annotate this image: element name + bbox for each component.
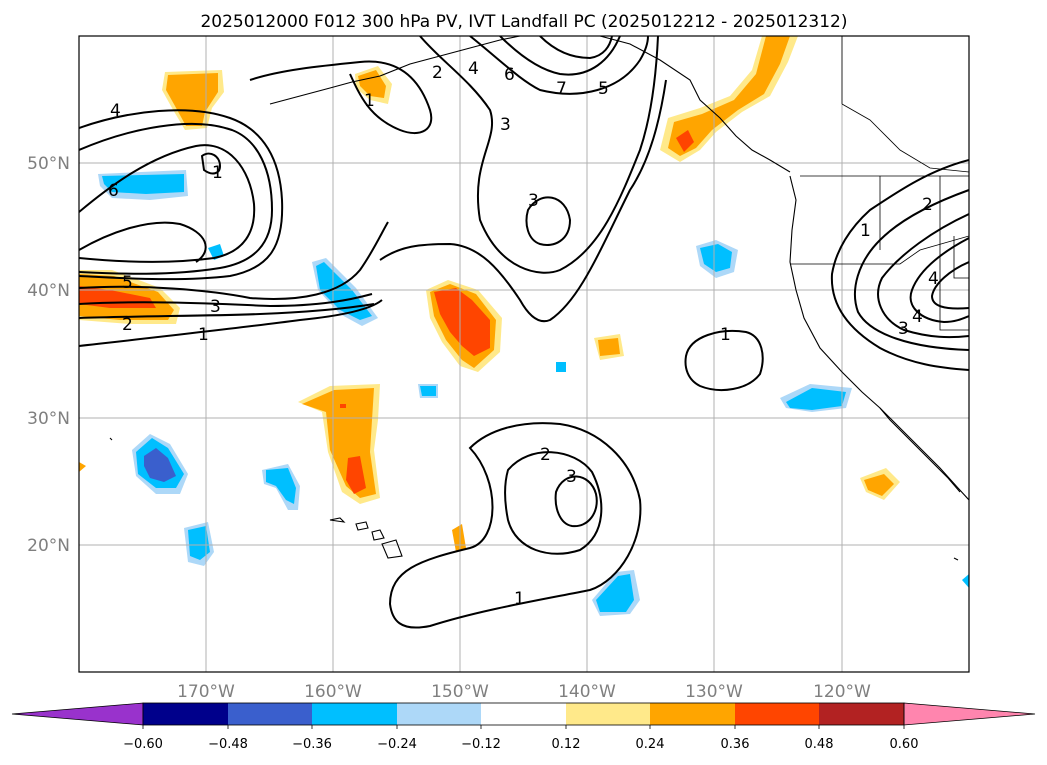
lon-label: 150°W xyxy=(431,682,489,702)
contour-label: 1 xyxy=(514,589,525,609)
contour-label: 2 xyxy=(922,195,933,215)
negative-anomaly-region xyxy=(556,362,566,372)
latitude-labels: 50°N 40°N 30°N 20°N xyxy=(27,154,70,556)
lon-label: 130°W xyxy=(685,682,743,702)
positive-anomaly-region xyxy=(864,474,894,496)
colorbar-segment xyxy=(143,703,228,725)
colorbar-tick-label: −0.36 xyxy=(292,737,332,752)
colorbar-extend-high xyxy=(903,702,1036,726)
colorbar-tick-label: 0.48 xyxy=(805,737,834,752)
positive-anomaly-region xyxy=(79,462,86,472)
longitude-labels: 170°W 160°W 150°W 140°W 130°W 120°W xyxy=(177,682,871,702)
lat-label: 20°N xyxy=(27,536,70,556)
colorbar-tick-label: −0.12 xyxy=(461,737,501,752)
negative-anomaly-region xyxy=(144,448,176,482)
map-panel: 4 1 6 5 2 3 1 1 2 4 6 7 5 3 3 1 1 2 4 3 … xyxy=(79,36,969,672)
colorbar-segment xyxy=(819,703,904,725)
coastlines xyxy=(109,36,969,561)
negative-anomaly-region xyxy=(786,388,846,410)
contour-label: 1 xyxy=(212,163,223,183)
colorbar-tick-label: −0.48 xyxy=(208,737,248,752)
negative-anomaly-region xyxy=(188,526,210,560)
colorbar-segment xyxy=(228,703,312,725)
contour-label: 6 xyxy=(108,181,119,201)
contour-label: 7 xyxy=(556,79,567,99)
negative-anomaly-region xyxy=(420,386,436,396)
positive-anomaly-region xyxy=(340,404,346,408)
colorbar-segment xyxy=(397,703,481,725)
colorbar-ticks xyxy=(142,725,905,729)
positive-anomaly-region xyxy=(166,73,218,126)
positive-anomaly-region xyxy=(598,338,620,356)
colorbar-segment xyxy=(650,703,735,725)
contour-label: 4 xyxy=(912,307,923,327)
positive-anomaly-region xyxy=(668,36,790,156)
map-title: 2025012000 F012 300 hPa PV, IVT Landfall… xyxy=(200,12,847,32)
contour-labels: 4 1 6 5 2 3 1 1 2 4 6 7 5 3 3 1 1 2 4 3 … xyxy=(108,59,939,609)
colorbar-tick-label: 0.36 xyxy=(721,737,750,752)
positive-anomaly-region xyxy=(676,130,694,152)
negative-anomaly-region xyxy=(962,574,969,588)
contour-label: 3 xyxy=(210,297,221,317)
colorbar-extend-low xyxy=(11,702,144,726)
map-border xyxy=(78,35,970,673)
colorbar-tick-label: 0.24 xyxy=(636,737,665,752)
pv-anomaly-shading xyxy=(79,36,969,616)
colorbar-frame xyxy=(142,702,905,726)
gridlines xyxy=(79,36,969,672)
lat-label: 40°N xyxy=(27,281,70,301)
lon-label: 120°W xyxy=(813,682,871,702)
lon-label: 170°W xyxy=(177,682,235,702)
contour-label: 3 xyxy=(500,115,511,135)
colorbar-segment xyxy=(481,703,566,725)
contour-label: 5 xyxy=(598,79,609,99)
colorbar-segment xyxy=(566,703,650,725)
contour-label: 5 xyxy=(122,273,133,293)
contour-label: 1 xyxy=(860,221,871,241)
colorbar-segment xyxy=(312,703,397,725)
positive-anomaly-region xyxy=(434,288,490,356)
pv-contours xyxy=(79,36,969,629)
contour-label: 6 xyxy=(504,65,515,85)
contour-label: 3 xyxy=(528,191,539,211)
lat-label: 50°N xyxy=(27,154,70,174)
contour-label: 3 xyxy=(566,467,577,487)
lat-label: 30°N xyxy=(27,409,70,429)
colorbar-tick-label: 0.60 xyxy=(890,737,919,752)
colorbar: −0.60 −0.48 −0.36 −0.24 −0.12 0.12 0.24 … xyxy=(11,702,1036,752)
contour-label: 2 xyxy=(540,445,551,465)
contour-label: 1 xyxy=(198,325,209,345)
lon-label: 160°W xyxy=(304,682,362,702)
contour-label: 1 xyxy=(720,325,731,345)
positive-anomaly-region xyxy=(358,70,386,98)
negative-anomaly-region xyxy=(596,574,634,612)
contour-label: 1 xyxy=(364,91,375,111)
contour-label: 4 xyxy=(110,101,121,121)
colorbar-tick-label: 0.12 xyxy=(552,737,581,752)
contour-label: 2 xyxy=(432,63,443,83)
contour-label: 4 xyxy=(468,59,479,79)
contour-label: 2 xyxy=(122,315,133,335)
negative-anomaly-region xyxy=(700,244,732,272)
colorbar-segment xyxy=(735,703,819,725)
contour-label: 3 xyxy=(898,319,909,339)
positive-anomaly-region xyxy=(346,456,366,494)
lon-label: 140°W xyxy=(558,682,616,702)
colorbar-tick-label: −0.60 xyxy=(123,737,163,752)
contour-label: 4 xyxy=(928,269,939,289)
colorbar-tick-label: −0.24 xyxy=(377,737,417,752)
negative-anomaly-region xyxy=(266,468,296,504)
